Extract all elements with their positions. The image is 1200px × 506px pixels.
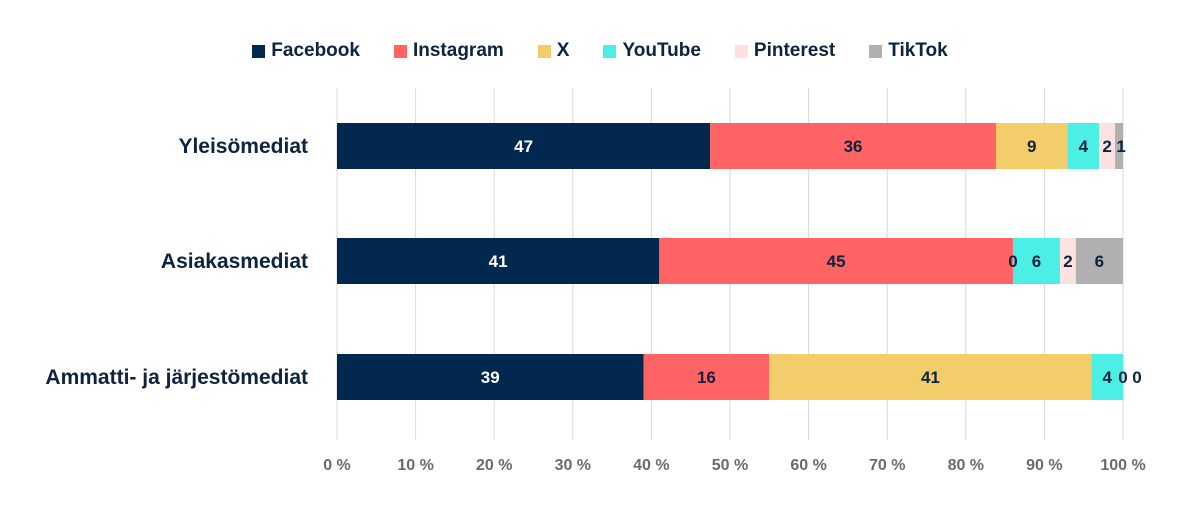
legend-swatch	[537, 44, 551, 58]
data-label: 0	[1132, 368, 1141, 387]
legend-item: Facebook	[252, 40, 360, 62]
bar-segment	[710, 123, 996, 169]
x-axis-tick-labels: 0 % 10 % 20 % 30 % 40 % 50 % 60 % 70 % 80 % 90 % 1…	[323, 457, 1145, 474]
data-label: 16	[697, 368, 716, 387]
x-tick-label: 60 %	[790, 457, 826, 474]
bar-segment	[337, 238, 660, 284]
bar-segment	[337, 354, 644, 400]
legend-item: Pinterest	[734, 40, 836, 62]
x-tick-label: 50 %	[712, 457, 748, 474]
x-tick-label: 30 %	[555, 457, 591, 474]
x-tick-label: 0 %	[323, 457, 351, 474]
data-label: 41	[921, 368, 940, 387]
data-label: 4	[1079, 137, 1089, 156]
bar-segment	[995, 123, 1068, 169]
data-label: 2	[1102, 137, 1111, 156]
data-label: 45	[827, 252, 846, 271]
data-label: 39	[481, 368, 500, 387]
legend-label: Instagram	[412, 40, 504, 61]
x-tick-label: 80 %	[948, 457, 984, 474]
data-label: 6	[1032, 252, 1041, 271]
data-label: 4	[1103, 368, 1113, 387]
x-tick-label: 70 %	[869, 457, 905, 474]
bars	[337, 123, 1123, 400]
data-label: 41	[489, 252, 508, 271]
category-label: Asiakasmediat	[161, 250, 308, 273]
bar-segment	[1012, 238, 1061, 284]
legend-label: Facebook	[271, 40, 360, 61]
x-tick-label: 40 %	[633, 457, 669, 474]
bar-segment	[1067, 123, 1100, 169]
legend-swatch	[603, 44, 617, 58]
x-tick-label: 100 %	[1100, 457, 1145, 474]
legend-swatch	[252, 44, 266, 58]
legend-swatch	[393, 44, 407, 58]
category-label: Yleisömediat	[178, 135, 308, 158]
legend: Facebook Instagram X YouTube Pinterest TikTok	[0, 40, 1200, 62]
bar-segment	[337, 123, 711, 169]
data-label: 6	[1095, 252, 1104, 271]
x-tick-label: 20 %	[476, 457, 512, 474]
legend-item: Instagram	[393, 40, 504, 62]
legend-item: TikTok	[869, 40, 948, 62]
data-label: 47	[514, 137, 533, 156]
legend-label: X	[556, 40, 570, 61]
legend-label: Pinterest	[753, 40, 836, 61]
data-label: 0	[1118, 368, 1127, 387]
category-labels: Yleisömediat Asiakasmediat Ammatti- ja jär…	[45, 135, 308, 389]
bar-segment	[1115, 123, 1123, 169]
legend-swatch	[734, 44, 748, 58]
bar-segment	[1091, 354, 1123, 400]
bar-segment	[1060, 238, 1076, 284]
data-label: 0	[1008, 252, 1017, 271]
legend-swatch	[869, 44, 883, 58]
data-label: 2	[1063, 252, 1072, 271]
bar-segment	[1075, 238, 1123, 284]
legend-label: YouTube	[622, 40, 701, 61]
legend-item: X	[537, 40, 570, 62]
bar-segment	[769, 354, 1092, 400]
data-label: 36	[844, 137, 863, 156]
data-labels: 47 36 9 4 2 141 45 0 6 2 639 16 41 4 0 0	[481, 137, 1142, 387]
bar-segment	[1099, 123, 1116, 169]
legend-label: TikTok	[888, 40, 948, 61]
bar-segment	[659, 238, 1013, 284]
data-label: 9	[1027, 137, 1036, 156]
x-tick-label: 90 %	[1026, 457, 1062, 474]
bar-segment	[643, 354, 770, 400]
category-label: Ammatti- ja järjestömediat	[45, 366, 308, 389]
x-tick-label: 10 %	[397, 457, 433, 474]
data-label: 1	[1116, 137, 1125, 156]
legend-item: YouTube	[603, 40, 701, 62]
